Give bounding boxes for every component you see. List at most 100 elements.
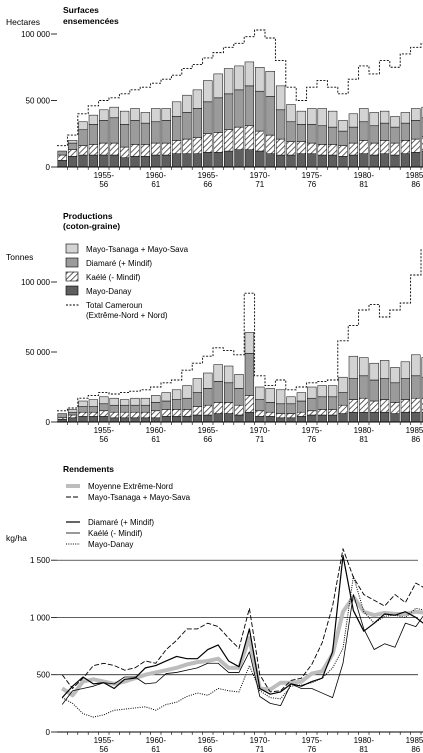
chart2-y-tick-label: 0: [46, 418, 51, 427]
chart2-bar-mayo_danay: [151, 417, 161, 423]
chart2-bar-kaele: [265, 411, 275, 417]
chart1-bar-mayo_tsanaga_sava: [400, 112, 411, 124]
chart2-bar-mayo_danay: [203, 414, 213, 423]
chart1-bar-mayo_tsanaga_sava: [359, 108, 369, 123]
chart2-bar-mayo_danay: [213, 413, 223, 423]
chart1-bar-mayo_danay: [265, 153, 275, 168]
chart2-bar-mayo_tsanaga_sava: [161, 392, 171, 402]
chart1-bar-kaele: [203, 133, 213, 153]
chart2-bar-mayo_tsanaga_sava: [213, 364, 223, 382]
chart1-bar-kaele: [213, 132, 223, 153]
chart1-bar-mayo_tsanaga_sava: [390, 116, 400, 128]
legend-label-kaele: Kaélé (- Mindif): [86, 273, 141, 282]
chart1-surfaces: 0 50 000 100 000 1955-56 1960-61 1965-66 1970-…: [21, 29, 423, 189]
chart2-x-tick-label: 1955-: [94, 426, 115, 435]
chart1-bar-diamare: [411, 120, 421, 140]
chart2-bar-mayo_tsanaga_sava: [192, 378, 203, 393]
chart2-bar-mayo_tsanaga_sava: [223, 365, 234, 384]
chart2-bar-mayo_danay: [88, 416, 99, 423]
chart1-bar-mayo_danay: [317, 154, 327, 168]
chart1-bar-mayo_tsanaga_sava: [244, 61, 255, 87]
chart2-bar-diamare: [327, 396, 338, 410]
chart2-bar-mayo_danay: [109, 417, 119, 423]
chart2-bar-mayo_danay: [171, 416, 182, 423]
chart1-bar-kaele: [317, 144, 327, 156]
chart1-bar-mayo_danay: [244, 149, 255, 168]
chart1-bar-mayo_tsanaga_sava: [379, 110, 390, 124]
chart1-bar-mayo_danay: [255, 150, 265, 168]
chart2-bar-mayo_danay: [255, 416, 265, 423]
chart2-bar-mayo_tsanaga_sava: [348, 355, 359, 379]
chart1-bar-mayo_tsanaga_sava: [88, 114, 99, 125]
chart1-bar-kaele: [369, 142, 379, 156]
chart3-series-moyenne: [61, 594, 423, 698]
chart2-bar-mayo_danay: [369, 411, 379, 423]
chart2-bar-mayo_danay: [317, 414, 327, 423]
chart1-bar-kaele: [296, 141, 307, 154]
chart2-bar-mayo_tsanaga_sava: [255, 386, 265, 400]
chart1-bar-diamare: [379, 122, 390, 141]
chart1-bar-diamare: [213, 97, 223, 133]
chart1-bar-diamare: [327, 126, 338, 145]
chart1-bar-kaele: [265, 134, 275, 154]
chart2-bar-mayo_tsanaga_sava: [171, 389, 182, 400]
chart1-total-cameroun-line: [57, 29, 423, 147]
chart3-series-kaele: [61, 594, 423, 707]
chart1-bar-diamare: [192, 108, 203, 138]
chart2-bar-mayo_danay: [265, 416, 275, 423]
chart1-bar-diamare: [421, 117, 423, 137]
chart3-y-tick-label: 0: [46, 728, 51, 737]
chart1-bar-kaele: [421, 136, 423, 152]
chart2-bar-mayo_tsanaga_sava: [275, 389, 286, 405]
chart2-bar-mayo_danay: [99, 416, 109, 423]
chart1-bar-kaele: [411, 138, 421, 153]
chart1-bar-diamare: [78, 129, 88, 146]
chart2-bar-diamare: [421, 376, 423, 399]
chart1-y-tick-label: 0: [46, 163, 51, 172]
chart1-bar-kaele: [140, 144, 151, 157]
chart1-bar-mayo_danay: [359, 153, 369, 168]
chart1-bar-mayo_danay: [307, 153, 317, 168]
chart2-bar-kaele: [151, 410, 161, 419]
chart1-bar-mayo_tsanaga_sava: [265, 70, 275, 97]
chart1-bar-mayo_danay: [400, 153, 411, 168]
chart2-bar-diamare: [317, 396, 327, 410]
chart1-bar-mayo_danay: [275, 154, 286, 168]
legend-label-danay-line: Mayo-Danay: [88, 540, 133, 549]
chart2-bar-mayo_danay: [348, 411, 359, 423]
chart1-bar-diamare: [348, 126, 359, 144]
chart1-x-tick-label: 71: [255, 180, 264, 189]
chart1-bar-mayo_danay: [411, 152, 421, 168]
chart2-bar-mayo_danay: [67, 417, 78, 423]
chart1-x-tick-label: 56: [99, 180, 108, 189]
chart2-bar-mayo_tsanaga_sava: [265, 388, 275, 403]
chart2-bar-kaele: [192, 406, 203, 416]
chart2-bar-mayo_tsanaga_sava: [99, 396, 109, 405]
chart1-y-tick-label: 50 000: [26, 97, 51, 106]
chart2-bar-diamare: [57, 413, 67, 419]
chart1-bar-mayo_tsanaga_sava: [171, 101, 182, 117]
chart3-rendements: 0 500 1 000 1 500 1955-56 1960-61 1965-66 1970-…: [30, 548, 423, 753]
chart2-bar-diamare: [161, 400, 171, 410]
chart1-bar-mayo_tsanaga_sava: [369, 112, 379, 127]
chart1-bar-mayo_danay: [99, 154, 109, 168]
chart2-bar-mayo_danay: [390, 413, 400, 423]
chart1-bar-mayo_tsanaga_sava: [327, 110, 338, 128]
chart1-bar-mayo_danay: [88, 154, 99, 168]
chart2-bar-mayo_tsanaga_sava: [390, 367, 400, 384]
chart1-bar-kaele: [244, 125, 255, 150]
chart3-x-tick-label: 1960-: [146, 736, 167, 745]
chart2-bar-kaele: [171, 409, 182, 417]
chart1-bar-kaele: [275, 138, 286, 156]
chart1-bar-kaele: [223, 129, 234, 152]
chart2-bar-mayo_danay: [182, 416, 192, 423]
legend-label-mts: Mayo-Tsanaga + Mayo-Sava: [88, 493, 191, 502]
chart1-bar-mayo_danay: [78, 154, 88, 168]
chart2-bar-mayo_tsanaga_sava: [130, 397, 140, 406]
chart1-x-tick-label: 1970-: [250, 171, 271, 180]
chart1-bar-mayo_danay: [390, 154, 400, 168]
chart3-y-tick-label: 1 500: [30, 556, 51, 565]
chart1-bar-mayo_tsanaga_sava: [348, 113, 359, 128]
chart1-bar-mayo_danay: [192, 153, 203, 168]
chart3-series-danay: [61, 575, 423, 718]
